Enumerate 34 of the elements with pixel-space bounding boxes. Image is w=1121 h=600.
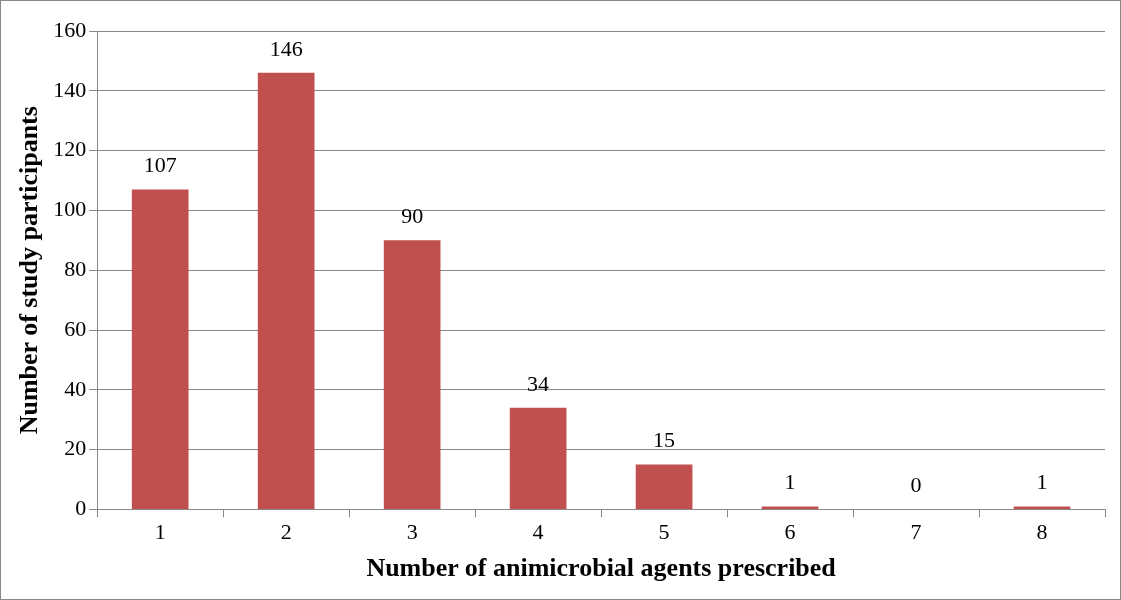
y-tick-label: 140	[53, 76, 87, 102]
x-tick-label: 4	[532, 519, 544, 545]
bar	[509, 407, 567, 509]
bar	[761, 506, 819, 509]
x-tick-label: 6	[784, 519, 796, 545]
y-tick-label: 60	[64, 315, 87, 341]
y-tick-label: 80	[64, 255, 87, 281]
x-axis-title: Number of animicrobial agents prescribed	[366, 553, 837, 583]
y-tick-label: 20	[64, 435, 87, 461]
x-tick-label: 3	[406, 519, 418, 545]
bar	[1013, 506, 1071, 509]
y-tick-label: 40	[64, 375, 87, 401]
x-tick-label: 8	[1036, 519, 1048, 545]
data-label: 34	[527, 370, 550, 396]
x-tick-label: 1	[154, 519, 166, 545]
bar	[257, 72, 315, 509]
x-tick-label: 2	[280, 519, 292, 545]
data-label: 1	[1036, 469, 1048, 495]
data-label: 0	[910, 472, 922, 498]
x-tick-label: 7	[910, 519, 922, 545]
bar	[635, 464, 693, 509]
y-tick-label: 120	[53, 136, 87, 162]
data-label: 90	[401, 203, 424, 229]
data-label: 107	[143, 152, 177, 178]
y-tick-label: 0	[75, 495, 87, 521]
y-tick-label: 160	[53, 16, 87, 42]
y-tick-label: 100	[53, 196, 87, 222]
data-label: 1	[784, 469, 796, 495]
bar	[131, 189, 189, 509]
x-tick-label: 5	[658, 519, 670, 545]
data-label: 146	[269, 35, 303, 61]
data-label: 15	[653, 427, 676, 453]
bar	[383, 240, 441, 509]
y-axis-title: Number of study participants	[14, 106, 44, 435]
